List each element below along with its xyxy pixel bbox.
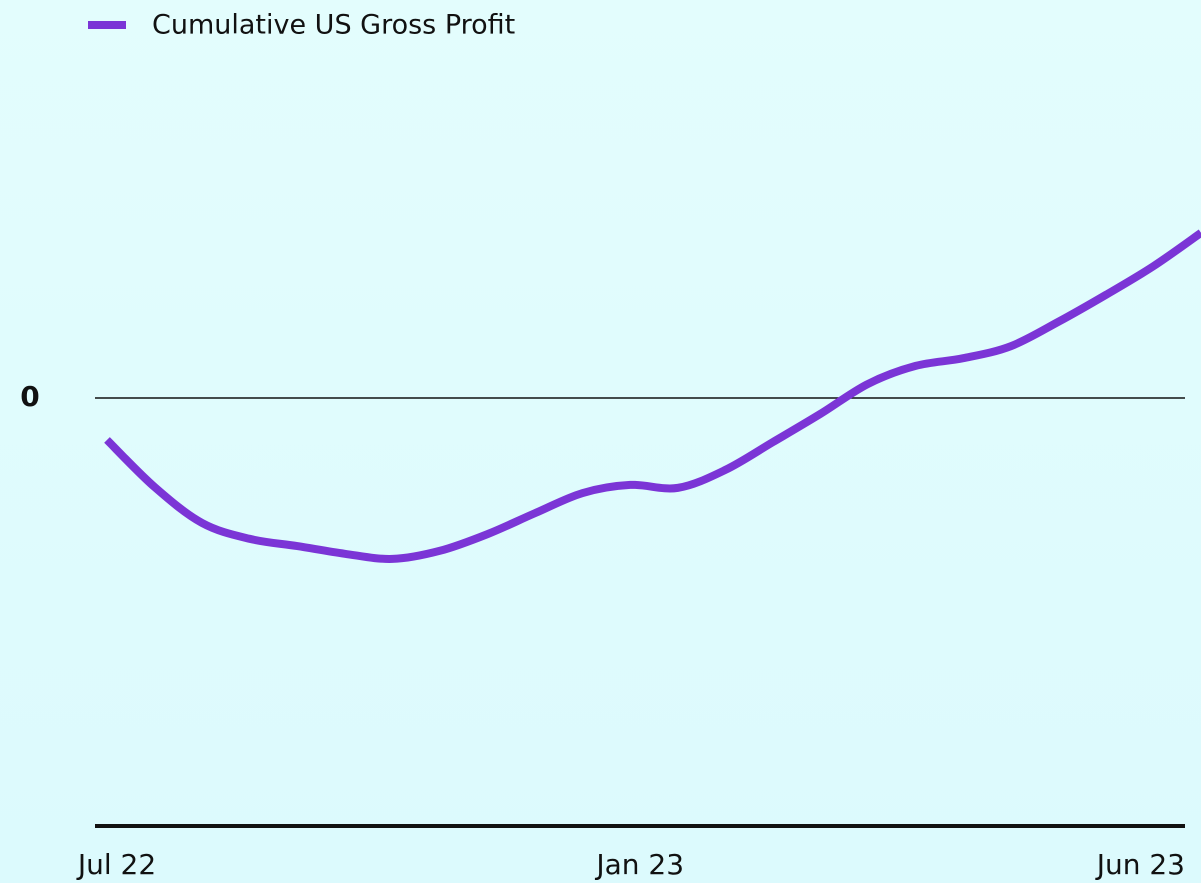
- x-tick-label: Jun 23: [1095, 848, 1185, 881]
- x-tick-label: Jul 22: [76, 848, 156, 881]
- y-tick-label: 0: [20, 380, 39, 413]
- legend-label: Cumulative US Gross Profit: [152, 10, 515, 41]
- x-tick-label: Jan 23: [594, 848, 684, 881]
- line: [104, 229, 1201, 563]
